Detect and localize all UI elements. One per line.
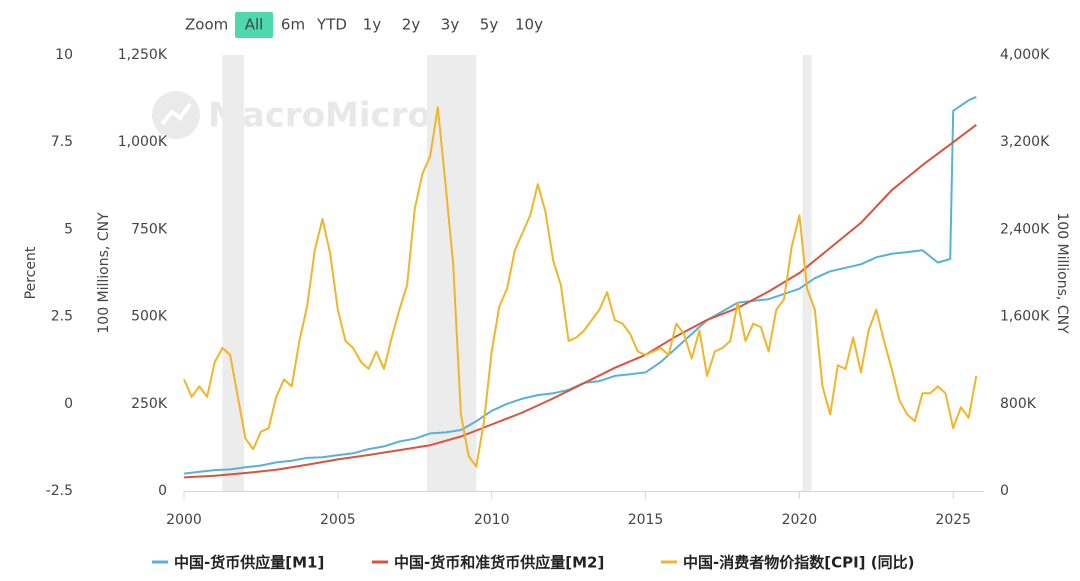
range-button[interactable]: 2y — [402, 16, 421, 34]
y-tick-label: 0 — [64, 396, 73, 412]
range-button[interactable]: 5y — [480, 16, 499, 34]
range-button-bg[interactable] — [235, 12, 273, 38]
series-line — [183, 95, 977, 475]
x-tick-label: 2000 — [166, 512, 202, 528]
y-tick-label: 3,200K — [1000, 134, 1050, 150]
watermark-logo-mark — [160, 102, 192, 126]
range-button[interactable]: All — [245, 16, 264, 34]
series-line — [183, 124, 977, 479]
y-tick-label: 10 — [55, 47, 73, 63]
y2-axis-title: 100 Millions, CNY — [96, 212, 112, 334]
y-tick-label: 750K — [131, 221, 168, 237]
legend-label[interactable]: 中国-货币和准货币供应量[M2] — [394, 554, 604, 572]
y-tick-label: 250K — [131, 396, 168, 412]
y-tick-label: 1,600K — [1000, 309, 1050, 325]
y-tick-label: 0 — [1000, 483, 1009, 499]
range-button[interactable]: YTD — [316, 16, 347, 34]
shaded-band — [802, 55, 812, 491]
y-tick-label: 4,000K — [1000, 47, 1050, 63]
x-tick-label: 2010 — [474, 512, 510, 528]
series-line — [183, 106, 978, 468]
y-tick-label: 500K — [131, 309, 168, 325]
y-tick-label: 800K — [1000, 396, 1037, 412]
range-button[interactable]: 3y — [441, 16, 460, 34]
x-tick-label: 2025 — [935, 512, 971, 528]
zoom-label: Zoom — [185, 16, 228, 34]
watermark: MacroMicro — [152, 91, 431, 139]
range-button[interactable]: 6m — [281, 16, 305, 34]
y-tick-label: 0 — [158, 483, 167, 499]
y-axis-title: Percent — [23, 246, 39, 299]
legend-label[interactable]: 中国-消费者物价指数[CPI] (同比) — [683, 554, 914, 572]
x-tick-label: 2015 — [628, 512, 664, 528]
shaded-band — [222, 55, 244, 491]
range-button[interactable]: 1y — [363, 16, 382, 34]
watermark-text: MacroMicro — [208, 96, 431, 136]
x-tick-label: 2005 — [320, 512, 356, 528]
y-tick-label: 7.5 — [51, 134, 73, 150]
y-tick-label: 1,250K — [118, 47, 168, 63]
legend-label[interactable]: 中国-货币供应量[M1] — [174, 554, 324, 572]
x-tick-label: 2020 — [782, 512, 818, 528]
y-tick-label: 2.5 — [51, 309, 73, 325]
range-button[interactable]: 10y — [515, 16, 543, 34]
y-tick-label: 5 — [64, 221, 73, 237]
y3-axis-title: 100 Millions, CNY — [1054, 212, 1070, 334]
y-tick-label: 2,400K — [1000, 221, 1050, 237]
y-tick-label: 1,000K — [118, 134, 168, 150]
y-tick-label: -2.5 — [46, 483, 73, 499]
